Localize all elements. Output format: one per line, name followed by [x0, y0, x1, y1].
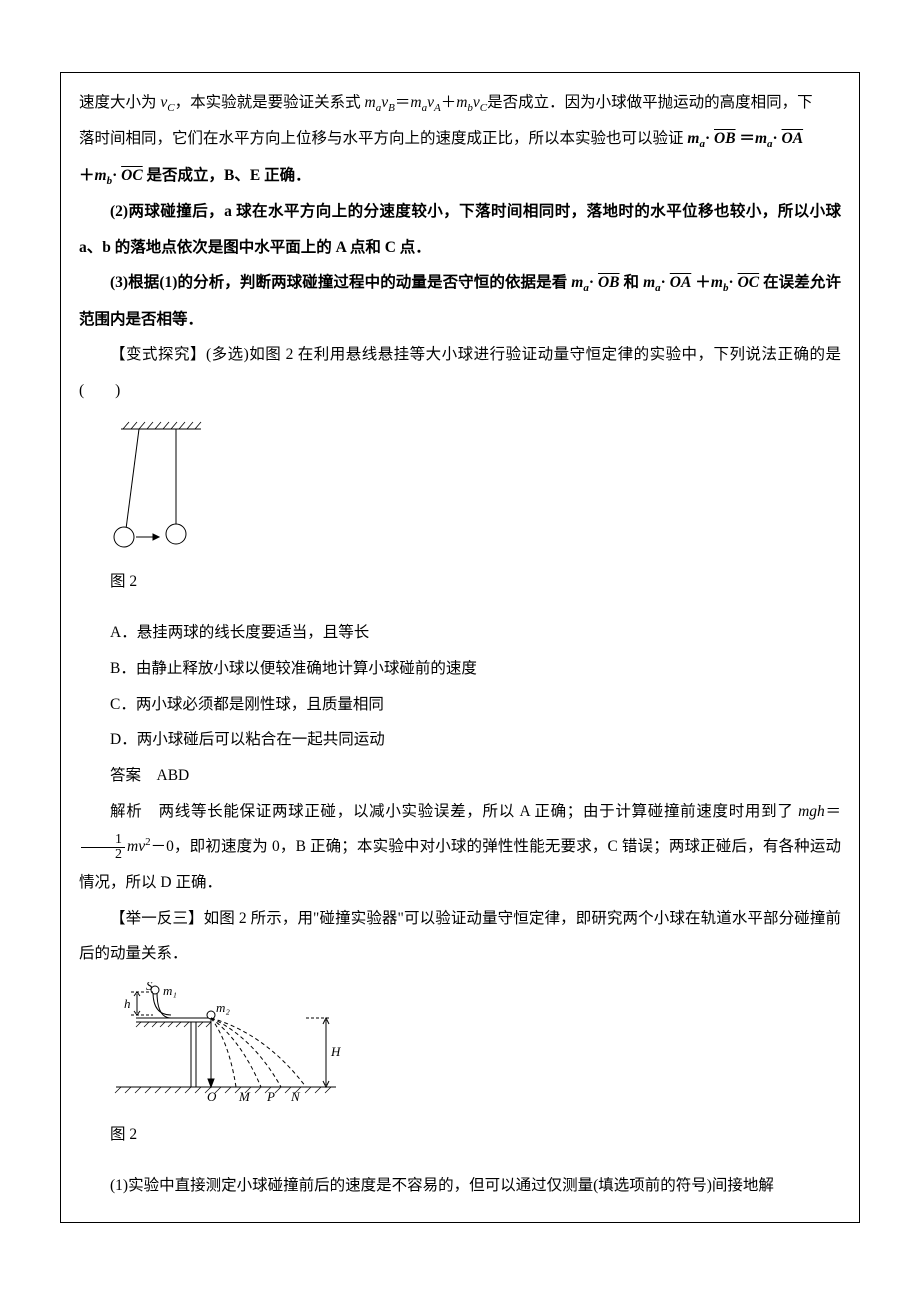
option-c: C．两小球必须都是刚性球，且质量相同 [79, 687, 841, 723]
text: 是否成立，B、E 正确． [143, 167, 311, 184]
option-d: D．两小球碰后可以粘合在一起共同运动 [79, 722, 841, 758]
text: 落时间相同，它们在水平方向上位移与水平方向上的速度成正比，所以本实验也可以验证 [79, 130, 687, 147]
label-h: h [124, 996, 131, 1011]
paragraph-3: ＋mb· OC 是否成立，B、E 正确． [79, 158, 841, 194]
option-b: B．由静止释放小球以便较准确地计算小球碰前的速度 [79, 651, 841, 687]
var-m: m [95, 167, 107, 184]
var-m: m [711, 274, 723, 291]
figure-1-pendulum [111, 419, 841, 549]
paragraph-8: (1)实验中直接测定小球碰撞前后的速度是不容易的，但可以通过仅测量(填选项前的符… [79, 1168, 841, 1204]
label-m1: m₁ [163, 983, 177, 998]
var-mv: mv [127, 838, 145, 855]
plus: ＋ [441, 94, 457, 111]
page: 速度大小为 vC，本实验就是要验证关系式 mavB＝mavA＋mbvC是否成立．… [0, 0, 920, 1302]
paragraph-6: 【变式探究】(多选)如图 2 在利用悬线悬挂等大小球进行验证动量守恒定律的实验中… [79, 337, 841, 408]
var-m: m [571, 274, 583, 291]
figure-1-caption: 图 2 [79, 564, 841, 600]
paragraph-2: 落时间相同，它们在水平方向上位移与水平方向上的速度成正比，所以本实验也可以验证 … [79, 121, 841, 157]
segment-ob: OB [714, 130, 736, 147]
segment-oa: OA [782, 130, 804, 147]
dot: · [661, 274, 670, 291]
var-m: m [687, 130, 699, 147]
equals: ＝ [736, 130, 755, 147]
label-P: P [266, 1089, 275, 1102]
paragraph-5: (3)根据(1)的分析，判断两球碰撞过程中的动量是否守恒的依据是看 ma· OB… [79, 265, 841, 337]
fraction-half: 12 [81, 833, 125, 862]
var-m: m [643, 274, 655, 291]
content-border: 速度大小为 vC，本实验就是要验证关系式 mavB＝mavA＋mbvC是否成立．… [60, 72, 860, 1223]
text: 解析 两线等长能保证两球正碰，以减小实验误差，所以 A 正确；由于计算碰撞前速度… [110, 803, 798, 820]
figure-2-collision: S m₁ m₂ h H O M P N [111, 982, 841, 1102]
explanation: 解析 两线等长能保证两球正碰，以减小实验误差，所以 A 正确；由于计算碰撞前速度… [79, 794, 841, 901]
text: 和 [620, 274, 644, 291]
var-mgh: mgh [798, 803, 825, 820]
var-m: m [365, 94, 376, 111]
var-m: m [410, 94, 421, 111]
segment-oc: OC [738, 274, 760, 291]
label-O: O [207, 1089, 217, 1102]
dot: · [728, 274, 737, 291]
label-s: S [146, 982, 153, 993]
label-H: H [330, 1044, 341, 1059]
segment-oc: OC [121, 167, 143, 184]
segment-ob: OB [598, 274, 620, 291]
segment-oa: OA [670, 274, 692, 291]
equals: ＝ [395, 94, 411, 111]
dot: · [773, 130, 782, 147]
label-m2: m₂ [216, 1000, 230, 1015]
answer: 答案 ABD [79, 758, 841, 794]
paragraph-1: 速度大小为 vC，本实验就是要验证关系式 mavB＝mavA＋mbvC是否成立．… [79, 85, 841, 121]
paragraph-7: 【举一反三】如图 2 所示，用"碰撞实验器"可以验证动量守恒定律，即研究两个小球… [79, 901, 841, 972]
pendulum-diagram [111, 419, 221, 549]
option-a: A．悬挂两球的线长度要适当，且等长 [79, 615, 841, 651]
paragraph-4: (2)两球碰撞后，a 球在水平方向上的分速度较小，下落时间相同时，落地时的水平位… [79, 194, 841, 265]
dot: · [112, 167, 121, 184]
var-m: m [456, 94, 467, 111]
text: 速度大小为 [79, 94, 160, 111]
var-v: v [473, 94, 480, 111]
plus: ＋ [79, 167, 95, 184]
text: (3)根据(1)的分析，判断两球碰撞过程中的动量是否守恒的依据是看 [110, 274, 571, 291]
text: ，本实验就是要验证关系式 [175, 94, 365, 111]
collision-diagram: S m₁ m₂ h H O M P N [111, 982, 351, 1102]
sub-c: C [167, 102, 174, 114]
label-N: N [290, 1089, 301, 1102]
plus: ＋ [691, 274, 711, 291]
label-M: M [238, 1089, 251, 1102]
var-v: v [427, 94, 434, 111]
figure-2-caption: 图 2 [79, 1117, 841, 1153]
text: －0，即初速度为 0，B 正确；本实验中对小球的弹性性能无要求，C 错误；两球正… [79, 838, 841, 891]
text: 是否成立．因为小球做平抛运动的高度相同，下 [487, 94, 813, 111]
dot: · [705, 130, 714, 147]
dot: · [589, 274, 598, 291]
sub-a: A [434, 102, 441, 114]
var-m: m [755, 130, 767, 147]
equals: ＝ [825, 803, 841, 820]
sub-b: B [388, 102, 395, 114]
denominator: 2 [81, 848, 125, 862]
numerator: 1 [81, 833, 125, 848]
